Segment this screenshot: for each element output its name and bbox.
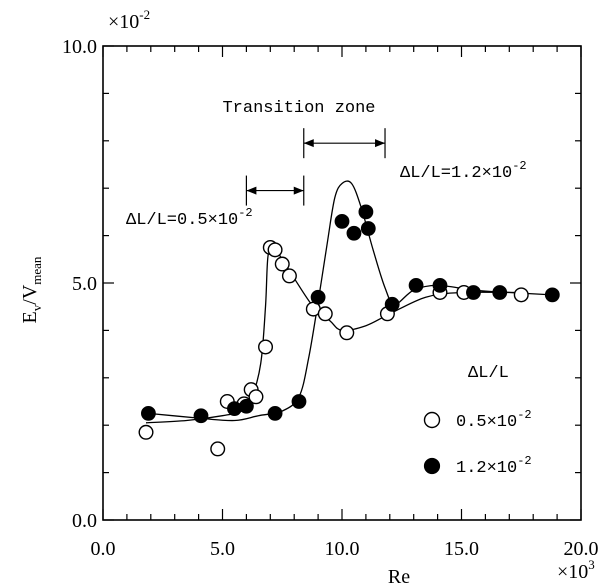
filled-data-point xyxy=(544,287,560,303)
annotation-dl-0-5: ΔL/L=0.5×10-2 xyxy=(126,206,253,230)
filled-data-point xyxy=(346,225,362,241)
axis-ticks xyxy=(102,45,582,521)
x-tick-label: 15.0 xyxy=(444,538,479,560)
filled-data-point xyxy=(358,204,374,220)
legend-label-1-2: 1.2×10-2 xyxy=(456,454,532,478)
arrow-dl-1-2 xyxy=(303,128,386,159)
filled-data-point xyxy=(384,296,400,312)
legend-marker-open xyxy=(423,411,441,429)
filled-data-point xyxy=(408,277,424,293)
filled-data-point xyxy=(466,285,481,300)
open-data-point xyxy=(274,256,290,272)
x-multiplier: ×103 xyxy=(557,557,595,583)
open-data-point xyxy=(138,424,154,440)
open-data-point xyxy=(210,441,226,457)
filled-data-point xyxy=(227,401,242,417)
legend-marker-filled xyxy=(423,457,441,475)
arrow-dl-0-5 xyxy=(245,175,305,206)
x-tick-label: 20.0 xyxy=(564,538,599,560)
y-tick-label: 10.0 xyxy=(62,36,97,58)
open-data-point xyxy=(267,242,283,258)
y-axis-label: Ev/Vmean xyxy=(19,256,44,323)
filled-data-point xyxy=(238,398,254,414)
tick-labels: 0.0 5.0 10.0 15.0 20.0 0.0 5.0 10.0 xyxy=(62,36,599,560)
data-markers xyxy=(138,204,560,457)
open-data-point xyxy=(248,389,264,405)
y-tick-label: 5.0 xyxy=(72,273,97,295)
y-multiplier: ×10-2 xyxy=(108,7,150,33)
open-data-point xyxy=(513,287,529,303)
filled-data-point xyxy=(334,213,350,229)
filled-data-point xyxy=(432,277,448,293)
annotation-dl-1-2: ΔL/L=1.2×10-2 xyxy=(400,159,527,183)
filled-data-point xyxy=(492,285,508,300)
filled-data-point xyxy=(193,408,209,424)
filled-data-point xyxy=(141,405,156,421)
legend: ΔL/L 0.5×10-2 1.2×10-2 xyxy=(423,364,532,478)
x-tick-label: 0.0 xyxy=(91,538,116,560)
filled-data-point xyxy=(310,289,326,305)
legend-label-0-5: 0.5×10-2 xyxy=(456,408,532,432)
open-data-point xyxy=(339,325,355,341)
transition-zone-label: Transition zone xyxy=(222,99,375,118)
y-tick-label: 0.0 xyxy=(72,510,97,532)
open-data-point xyxy=(281,268,297,284)
transition-arrows xyxy=(245,128,386,206)
fit-curve-series-1 xyxy=(148,180,553,422)
x-axis-label: Re xyxy=(388,566,410,588)
fit-curve-series-0 xyxy=(145,246,522,424)
x-tick-label: 5.0 xyxy=(210,538,235,560)
filled-data-point xyxy=(291,394,307,409)
filled-data-point xyxy=(267,405,283,421)
x-tick-label: 10.0 xyxy=(325,538,360,560)
open-data-point xyxy=(258,339,274,355)
open-data-point xyxy=(317,306,333,322)
legend-title: ΔL/L xyxy=(468,364,509,383)
filled-data-point xyxy=(360,221,376,236)
